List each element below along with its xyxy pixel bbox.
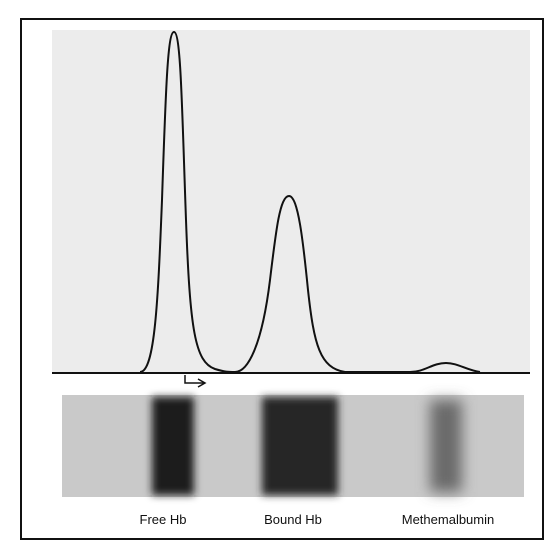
band-label: Bound Hb xyxy=(264,512,322,527)
free-hb-band xyxy=(152,397,194,495)
bound-hb-band xyxy=(262,397,338,495)
methemalbumin-band xyxy=(430,400,462,492)
band-label: Methemalbumin xyxy=(402,512,495,527)
trace-background xyxy=(52,30,530,372)
origin-arrow-head xyxy=(197,378,207,388)
origin-arrow xyxy=(184,375,204,384)
frame xyxy=(20,18,544,540)
band-label: Free Hb xyxy=(140,512,187,527)
